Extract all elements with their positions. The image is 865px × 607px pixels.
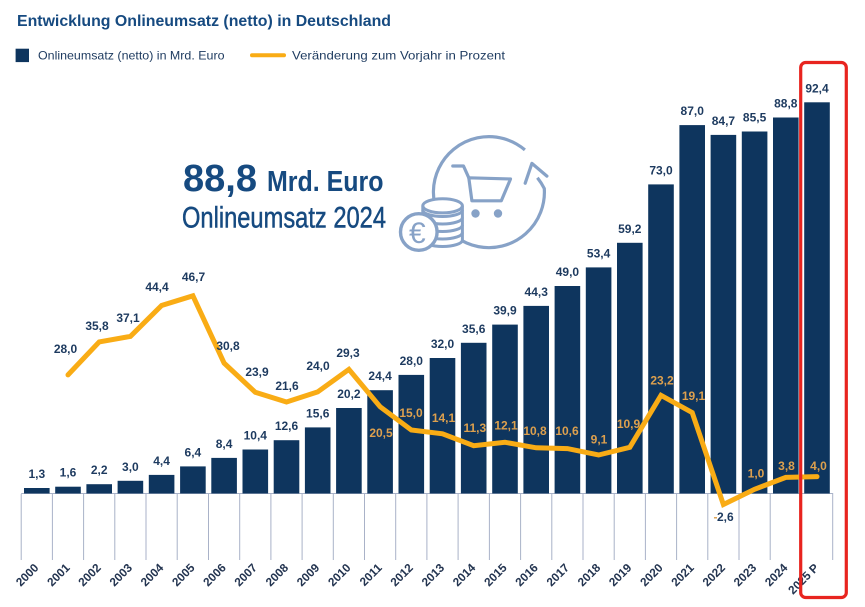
svg-text:92,4: 92,4 [805,81,829,95]
svg-text:Onlineumsatz 2024: Onlineumsatz 2024 [182,202,386,235]
svg-text:28,0: 28,0 [400,354,424,368]
svg-text:1,3: 1,3 [28,467,45,481]
svg-text:9,1: 9,1 [591,433,608,447]
svg-text:10,4: 10,4 [244,429,268,443]
svg-text:44,4: 44,4 [145,280,169,294]
svg-text:Veränderung zum Vorjahr in Pro: Veränderung zum Vorjahr in Prozent [292,49,506,63]
svg-text:21,6: 21,6 [275,379,299,393]
svg-text:84,7: 84,7 [712,114,736,128]
svg-text:28,0: 28,0 [54,342,78,356]
svg-text:39,9: 39,9 [493,304,517,318]
svg-text:Entwicklung Onlineumsatz (nett: Entwicklung Onlineumsatz (netto) in Deut… [17,13,391,30]
svg-text:10,8: 10,8 [523,424,547,438]
svg-text:30,8: 30,8 [216,339,240,353]
svg-text:2,2: 2,2 [91,463,108,477]
svg-text:4,4: 4,4 [153,454,170,468]
svg-text:59,2: 59,2 [618,222,642,236]
svg-text:29,3: 29,3 [336,346,360,360]
svg-text:12,6: 12,6 [275,419,299,433]
svg-text:85,5: 85,5 [743,111,767,125]
svg-text:6,4: 6,4 [185,445,202,459]
svg-text:-: - [714,510,718,524]
svg-text:14,1: 14,1 [432,411,456,425]
svg-text:88,8: 88,8 [183,158,257,200]
svg-text:44,3: 44,3 [525,285,549,299]
svg-text:35,8: 35,8 [85,319,109,333]
svg-text:Onlineumsatz (netto) in Mrd. E: Onlineumsatz (netto) in Mrd. Euro [38,49,225,63]
svg-text:49,0: 49,0 [556,265,580,279]
svg-text:1,0: 1,0 [748,467,765,481]
svg-text:Mrd. Euro: Mrd. Euro [267,166,384,198]
svg-text:15,0: 15,0 [399,406,423,420]
svg-text:2,6: 2,6 [717,510,734,524]
svg-text:19,1: 19,1 [682,389,706,403]
svg-text:24,4: 24,4 [368,369,392,383]
svg-text:3,0: 3,0 [122,460,139,474]
svg-text:23,9: 23,9 [245,365,269,379]
svg-text:87,0: 87,0 [681,104,705,118]
svg-text:73,0: 73,0 [649,163,673,177]
svg-text:20,5: 20,5 [369,426,393,440]
svg-text:46,7: 46,7 [182,270,206,284]
svg-text:10,6: 10,6 [555,424,579,438]
svg-text:10,9: 10,9 [617,417,641,431]
svg-text:53,4: 53,4 [587,246,611,260]
svg-text:37,1: 37,1 [116,311,140,325]
svg-text:3,8: 3,8 [778,459,795,473]
svg-text:88,8: 88,8 [774,97,798,111]
svg-text:1,6: 1,6 [60,466,77,480]
svg-text:23,2: 23,2 [650,374,674,388]
svg-text:12,1: 12,1 [494,419,518,433]
svg-text:4,0: 4,0 [810,459,827,473]
svg-text:€: € [409,217,426,250]
svg-text:11,3: 11,3 [463,421,486,435]
svg-text:15,6: 15,6 [306,406,330,420]
svg-text:35,6: 35,6 [462,322,486,336]
svg-text:24,0: 24,0 [306,359,330,373]
svg-text:32,0: 32,0 [431,337,455,351]
svg-text:20,2: 20,2 [337,387,361,401]
svg-text:8,4: 8,4 [216,437,233,451]
